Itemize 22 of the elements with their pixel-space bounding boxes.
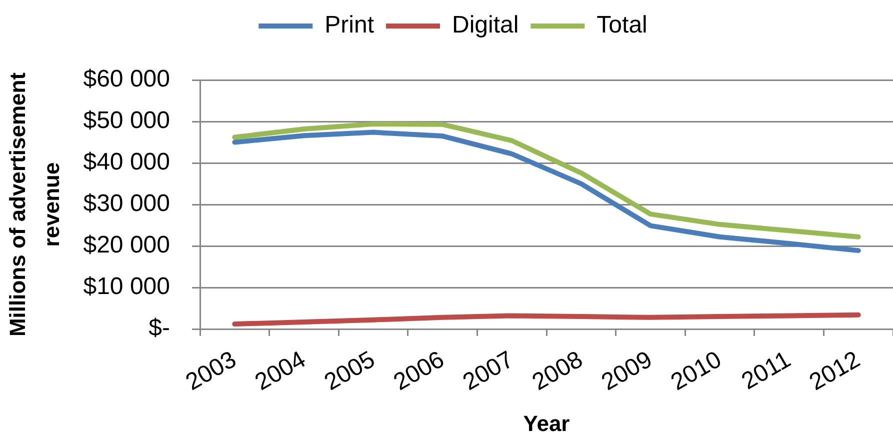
y-axis-title: Millions of advertisement revenue [5,72,64,337]
x-tick-label: 2007 [458,346,518,396]
y-tick-label: $30 000 [83,190,170,218]
x-axis-title: Year [523,410,570,436]
y-tick-label: $50 000 [83,107,170,134]
y-tick-label: $60 000 [83,66,170,93]
x-tick-label: 2009 [597,346,657,396]
legend-label: Digital [452,12,519,39]
x-tick-label: 2010 [666,346,726,396]
y-tick-label: $- [148,314,170,342]
y-tick-label: $40 000 [83,148,170,176]
x-tick-label: 2005 [320,346,380,396]
x-tick-label: 2006 [389,346,449,396]
legend-label: Print [324,12,374,39]
x-tick-label: 2011 [737,346,796,396]
x-tick-label: 2004 [250,346,310,396]
x-tick-label: 2008 [528,346,588,396]
legend-label: Total [596,12,648,39]
y-tick-label: $20 000 [83,232,170,259]
x-tick-label: 2012 [804,346,865,396]
x-tick-label: 2003 [181,346,241,396]
y-tick-label: $10 000 [83,273,170,300]
